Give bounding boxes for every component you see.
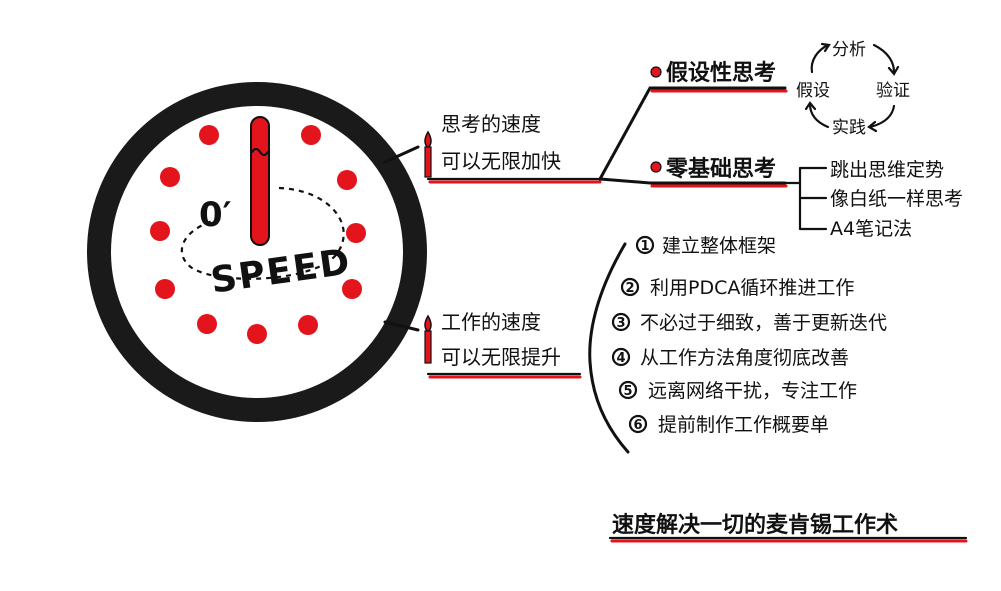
flame-icon [424, 130, 432, 150]
work-step: 2 利用PDCA循环推进工作 [620, 277, 854, 299]
work-title: 工作的速度 [441, 310, 541, 334]
cycle-verify: 验证 [876, 81, 910, 101]
arrowhead-icon [820, 42, 831, 53]
arrowhead-icon [804, 101, 817, 111]
work-subtitle: 可以无限提升 [441, 345, 561, 369]
step-number: 1 [640, 239, 649, 254]
cycle-arrow [810, 43, 830, 74]
work-steps-list: 1 建立整体框架 2 利用PDCA循环推进工作 3 不必过于细致，善于更新迭代 … [611, 235, 887, 436]
step-number: 4 [616, 351, 625, 366]
hour-dot [342, 279, 362, 299]
work-step: 5 远离网络干扰，专注工作 [618, 380, 857, 402]
footer-title: 速度解决一切的麦肯锡工作术 [612, 512, 898, 538]
hour-dot [301, 125, 321, 145]
connector-zero-based [598, 177, 787, 185]
cycle-arrow [872, 43, 896, 74]
zero-based-node: 零基础思考 跳出思维定势 像白纸一样思考 A4笔记法 [650, 157, 963, 240]
step-number: 5 [623, 384, 632, 399]
cycle-analyze: 分析 [832, 40, 866, 60]
step-text: 远离网络干扰，专注工作 [648, 380, 857, 402]
clock-hand [250, 116, 270, 246]
step-number-circle [618, 380, 638, 400]
hour-dot [346, 223, 366, 243]
step-text: 利用PDCA循环推进工作 [650, 277, 854, 299]
branch-work: 工作的速度 可以无限提升 [424, 242, 630, 454]
work-step: 6 提前制作工作概要单 [628, 414, 829, 436]
zero-based-bracket [784, 166, 828, 231]
zero-label: 0′ [199, 195, 232, 235]
step-text: 不必过于细致，善于更新迭代 [640, 312, 887, 334]
connector-thinking [383, 145, 420, 164]
step-text: 从工作方法角度彻底改善 [640, 347, 849, 369]
work-step: 4 从工作方法角度彻底改善 [611, 347, 849, 369]
hour-dot [247, 324, 267, 344]
step-number-circle [611, 312, 631, 332]
speed-clock: 0′ SPEED [87, 82, 427, 422]
hour-dot [199, 125, 219, 145]
hour-dot [337, 170, 357, 190]
step-text: 建立整体框架 [662, 235, 776, 257]
hypothesis-cycle: 分析 假设 验证 实践 [796, 40, 910, 138]
hypothesis-label: 假设性思考 [666, 61, 776, 86]
cycle-arrow [808, 102, 830, 129]
footer: 速度解决一切的麦肯锡工作术 [608, 512, 968, 543]
step-number-circle [611, 347, 631, 367]
hypothesis-node: 假设性思考 分析 假设 验证 实践 [650, 40, 910, 138]
hour-dot [298, 315, 318, 335]
work-bracket [588, 242, 630, 454]
hour-dot [155, 279, 175, 299]
zero-based-item: 跳出思维定势 [830, 159, 944, 181]
thinking-title: 思考的速度 [441, 112, 541, 136]
hour-dot [160, 167, 180, 187]
step-number-circle [635, 235, 655, 255]
candle-icon [424, 146, 432, 178]
candle-icon [424, 330, 432, 364]
thinking-subtitle: 可以无限加快 [441, 149, 561, 173]
step-number-circle [620, 277, 640, 297]
zero-based-label: 零基础思考 [665, 157, 776, 182]
connector-hypothesis [598, 86, 787, 181]
zero-based-item: A4笔记法 [830, 218, 912, 240]
work-step: 3 不必过于细致，善于更新迭代 [611, 312, 887, 334]
step-number: 3 [616, 316, 625, 331]
step-number-circle [628, 414, 648, 434]
bullet-dot [650, 161, 662, 173]
step-text: 提前制作工作概要单 [658, 414, 829, 436]
zero-based-item: 像白纸一样思考 [830, 188, 963, 210]
clock-hour-dots [150, 125, 366, 344]
cycle-practice: 实践 [832, 118, 866, 138]
bullet-dot [650, 66, 662, 78]
hour-dot [197, 314, 217, 334]
arrowhead-icon [887, 65, 900, 76]
cycle-arrow [868, 104, 896, 129]
cycle-hypothesize: 假设 [796, 81, 830, 101]
step-number: 6 [633, 418, 642, 433]
clock-hand-mark [250, 147, 270, 157]
flame-icon [424, 314, 432, 334]
step-number: 2 [625, 281, 634, 296]
hour-dot [150, 221, 170, 241]
connector-work [383, 320, 420, 332]
work-step: 1 建立整体框架 [635, 235, 776, 257]
arrowhead-icon [867, 120, 878, 133]
branch-thinking: 思考的速度 可以无限加快 [424, 86, 788, 188]
